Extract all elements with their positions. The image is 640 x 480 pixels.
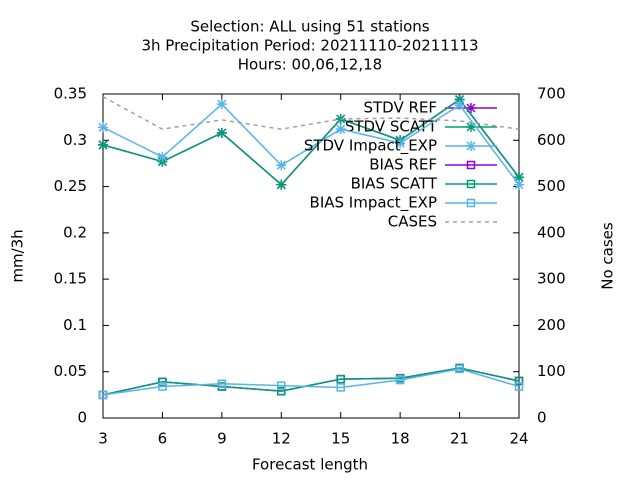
point-marker bbox=[466, 160, 476, 170]
point-marker bbox=[158, 382, 167, 391]
legend-label: CASES bbox=[388, 213, 437, 231]
point-marker bbox=[454, 100, 465, 111]
y-tick-label: 0.35 bbox=[54, 85, 87, 103]
x-tick-label: 12 bbox=[272, 430, 291, 448]
point-marker bbox=[395, 138, 406, 149]
point-marker bbox=[276, 179, 287, 190]
y-tick-label: 0.15 bbox=[54, 270, 87, 288]
y2-tick-label: 0 bbox=[537, 409, 547, 427]
point-marker bbox=[216, 99, 227, 110]
point-marker bbox=[157, 151, 168, 162]
y2-tick-label: 400 bbox=[537, 223, 566, 241]
series-line bbox=[102, 368, 520, 396]
y-tick-label: 0 bbox=[77, 409, 87, 427]
point-marker bbox=[454, 94, 465, 105]
y-tick-label: 0.25 bbox=[54, 177, 87, 195]
point-marker bbox=[217, 379, 227, 388]
y-tick-label: 0.3 bbox=[63, 131, 87, 149]
x-tick-label: 24 bbox=[509, 430, 528, 448]
point-marker bbox=[336, 374, 345, 384]
point-marker bbox=[277, 381, 286, 390]
point-marker bbox=[395, 375, 405, 385]
y2-tick-label: 700 bbox=[537, 85, 566, 103]
legend-label: BIAS SCATT bbox=[351, 175, 438, 193]
point-marker bbox=[514, 376, 524, 386]
point-marker bbox=[514, 172, 524, 183]
x-axis-label: Forecast length bbox=[252, 456, 368, 474]
point-marker bbox=[466, 141, 476, 151]
title-line: 3h Precipitation Period: 20211110-202111… bbox=[141, 37, 478, 55]
point-marker bbox=[336, 383, 345, 392]
y-tick-label: 0.1 bbox=[63, 316, 87, 334]
legend-label: BIAS REF bbox=[369, 156, 437, 174]
series-line bbox=[102, 96, 520, 130]
y-tick-label: 0.2 bbox=[63, 223, 87, 241]
x-tick-label: 3 bbox=[98, 430, 108, 448]
plot-frame bbox=[102, 93, 520, 419]
point-marker bbox=[466, 103, 476, 113]
y2-tick-label: 600 bbox=[537, 131, 566, 149]
point-marker bbox=[216, 127, 227, 138]
point-marker bbox=[276, 160, 287, 171]
x-tick-label: 6 bbox=[158, 430, 168, 448]
y-tick-label: 0.05 bbox=[54, 362, 87, 380]
legend-label: STDV Impact_EXP bbox=[304, 137, 437, 156]
point-marker bbox=[98, 139, 108, 150]
point-marker bbox=[466, 122, 476, 132]
title-line: Hours: 00,06,12,18 bbox=[238, 56, 382, 74]
y2-tick-label: 500 bbox=[537, 177, 566, 195]
point-marker bbox=[514, 382, 524, 391]
y2-tick-label: 200 bbox=[537, 316, 566, 334]
point-marker bbox=[158, 377, 167, 387]
y2-tick-label: 100 bbox=[537, 362, 566, 380]
point-marker bbox=[514, 179, 524, 190]
point-marker bbox=[277, 386, 286, 396]
x-tick-label: 21 bbox=[450, 430, 469, 448]
series-line bbox=[102, 98, 520, 186]
point-marker bbox=[98, 122, 108, 133]
point-marker bbox=[98, 390, 108, 400]
legend-label: BIAS Impact_EXP bbox=[310, 194, 437, 213]
x-tick-label: 18 bbox=[391, 430, 410, 448]
series-line bbox=[102, 103, 520, 186]
point-marker bbox=[455, 364, 464, 374]
x-tick-label: 9 bbox=[217, 430, 227, 448]
legend-label: STDV SCATT bbox=[345, 118, 438, 136]
y2-axis-label: No cases bbox=[599, 222, 617, 290]
title-line: Selection: ALL using 51 stations bbox=[190, 18, 429, 36]
point-marker bbox=[335, 124, 346, 135]
y2-tick-label: 300 bbox=[537, 270, 566, 288]
series-line bbox=[102, 367, 520, 396]
x-tick-label: 15 bbox=[331, 430, 350, 448]
point-marker bbox=[466, 198, 476, 208]
point-marker bbox=[466, 179, 476, 189]
legend-label: STDV REF bbox=[363, 99, 437, 117]
y-axis-label: mm/3h bbox=[9, 229, 27, 282]
